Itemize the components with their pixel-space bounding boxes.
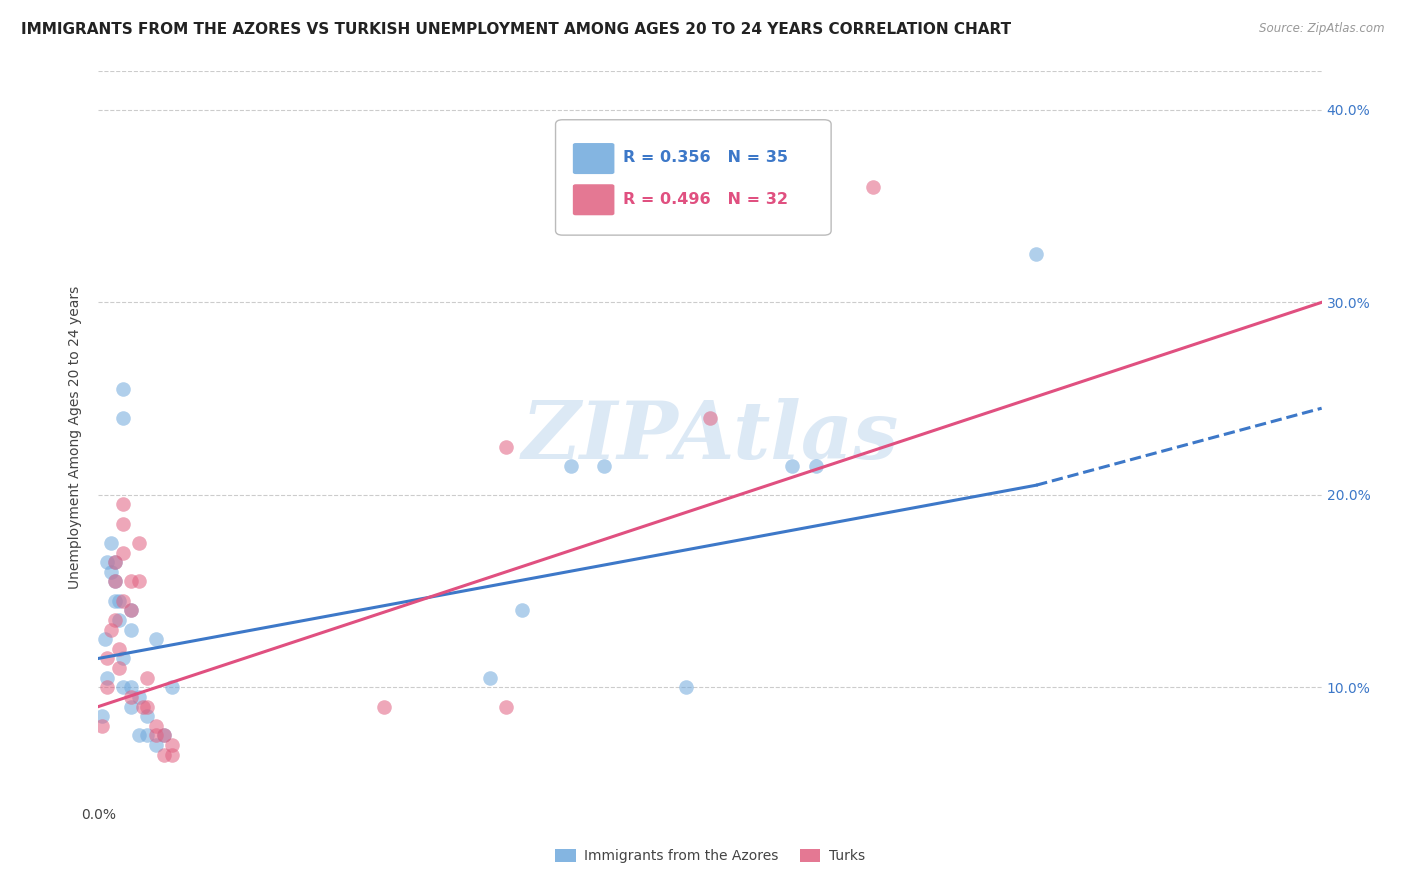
Point [120,603,142,617]
Point [120,623,142,637]
Point [136,728,159,742]
Point [560,458,582,473]
Point [100,565,122,579]
Point [478,671,501,685]
Point [128,728,150,742]
Point [675,681,697,695]
Point [111,681,134,695]
Point [780,458,803,473]
Point [145,632,167,647]
Text: Source: ZipAtlas.com: Source: ZipAtlas.com [1260,22,1385,36]
Point [94,632,117,647]
Point [96,671,118,685]
Point [128,574,150,589]
Text: ZIPAtlas: ZIPAtlas [522,399,898,475]
Point [120,690,142,704]
Point [104,574,127,589]
Point [495,440,517,454]
Point [111,593,134,607]
Point [104,613,127,627]
Point [100,623,122,637]
Point [145,719,167,733]
Point [104,555,127,569]
Point [160,738,183,752]
Point [160,747,183,762]
Point [136,671,159,685]
Point [152,747,174,762]
Point [111,516,134,531]
Point [120,603,142,617]
Point [136,709,159,723]
Y-axis label: Unemployment Among Ages 20 to 24 years: Unemployment Among Ages 20 to 24 years [69,285,83,589]
Point [152,728,174,742]
Point [111,498,134,512]
Legend: Immigrants from the Azores, Turks: Immigrants from the Azores, Turks [550,844,870,869]
Point [111,410,134,425]
Text: R = 0.496   N = 32: R = 0.496 N = 32 [623,193,787,207]
Point [108,641,131,656]
Point [152,728,174,742]
Point [108,593,131,607]
Point [136,699,159,714]
Point [145,738,167,752]
Point [96,555,118,569]
Point [111,382,134,396]
Point [373,699,395,714]
Point [91,719,114,733]
Point [120,699,142,714]
Point [104,593,127,607]
Point [120,574,142,589]
Point [593,458,616,473]
Point [100,536,122,550]
Point [104,574,127,589]
Point [132,699,155,714]
Point [108,613,131,627]
Point [96,651,118,665]
Point [96,681,118,695]
Point [495,699,517,714]
Point [1025,247,1047,261]
Point [111,545,134,559]
Point [128,536,150,550]
Point [862,179,884,194]
Point [120,681,142,695]
Point [128,690,150,704]
Point [108,661,131,675]
Point [512,603,534,617]
Text: R = 0.356   N = 35: R = 0.356 N = 35 [623,150,787,165]
Point [111,651,134,665]
Point [145,728,167,742]
Point [91,709,114,723]
Point [699,410,721,425]
Text: IMMIGRANTS FROM THE AZORES VS TURKISH UNEMPLOYMENT AMONG AGES 20 TO 24 YEARS COR: IMMIGRANTS FROM THE AZORES VS TURKISH UN… [21,22,1011,37]
Point [160,681,183,695]
Point [104,555,127,569]
Point [804,458,827,473]
